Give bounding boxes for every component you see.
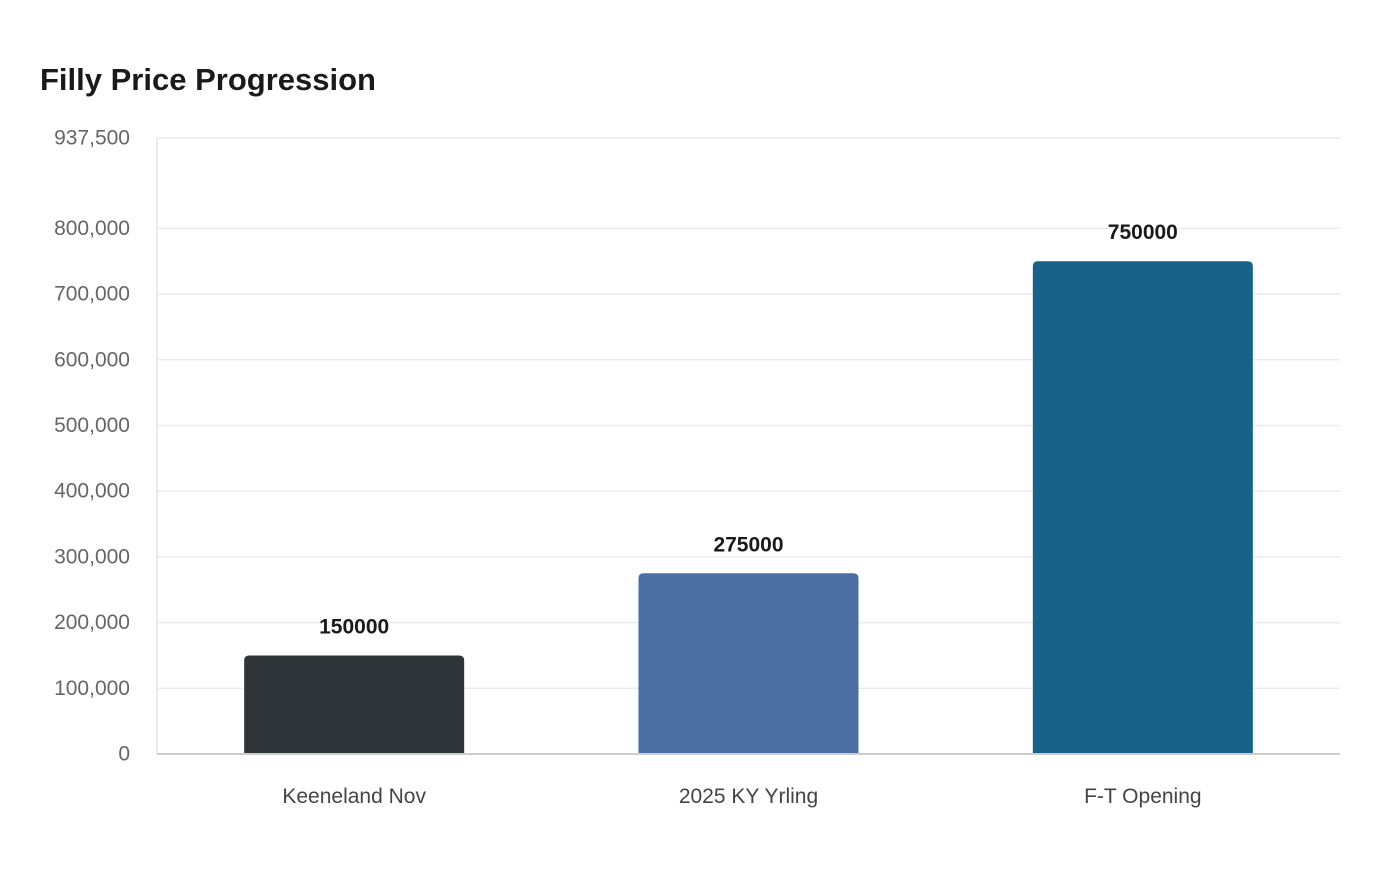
y-tick-label: 700,000	[54, 283, 130, 306]
y-tick-label: 400,000	[54, 480, 130, 503]
x-tick-label: Keeneland Nov	[282, 785, 426, 808]
value-labels: 150000 275000 750000	[319, 221, 1178, 638]
bars	[244, 261, 1253, 753]
y-axis-tick-labels: 0 100,000 200,000 300,000 400,000 500,000 600,…	[54, 127, 130, 766]
chart-title: Filly Price Progression	[40, 62, 376, 97]
axes	[156, 138, 1340, 755]
x-tick-label: F-T Opening	[1084, 785, 1202, 808]
bar	[244, 655, 465, 753]
y-tick-label: 0	[118, 743, 130, 766]
y-tick-label: 600,000	[54, 348, 130, 371]
bar	[638, 573, 859, 753]
data-label: 275000	[713, 533, 783, 556]
bar	[1032, 261, 1253, 753]
y-tick-label: 100,000	[54, 677, 130, 700]
y-tick-label: 937,500	[54, 127, 130, 150]
y-tick-label: 500,000	[54, 414, 130, 437]
data-label: 150000	[319, 615, 389, 638]
y-tick-label: 200,000	[54, 611, 130, 634]
x-axis-category-labels: Keeneland Nov 2025 KY Yrling F-T Opening	[282, 785, 1201, 808]
y-tick-label: 800,000	[54, 217, 130, 240]
data-label: 750000	[1108, 221, 1178, 244]
y-tick-label: 300,000	[54, 545, 130, 568]
x-tick-label: 2025 KY Yrling	[679, 785, 818, 808]
